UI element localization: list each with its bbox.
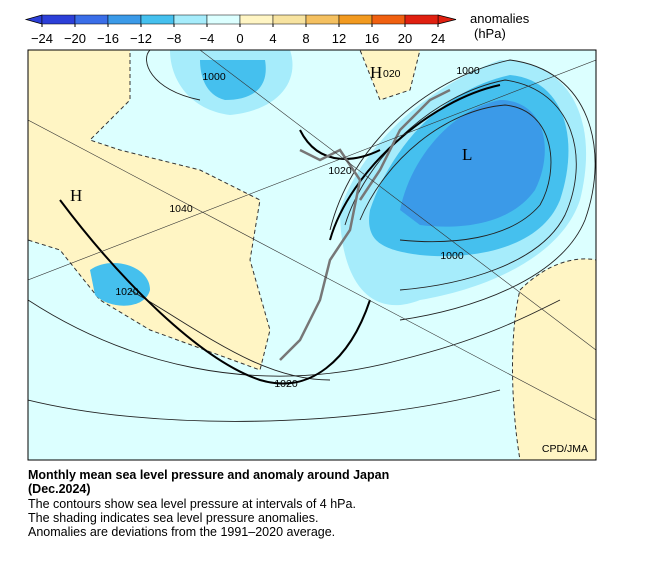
colorbar-arrow (24, 14, 43, 25)
colorbar-tick-label: −16 (97, 31, 119, 46)
credit: CPD/JMA (542, 443, 588, 455)
colorbar-arrow (437, 14, 457, 25)
colorbar: −24 −20 −16 −12 −8 −4 0 4 8 12 16 20 24 (24, 14, 457, 46)
caption: Monthly mean sea level pressure and anom… (28, 468, 389, 539)
caption-line: Anomalies are deviations from the 1991–2… (28, 525, 335, 539)
colorbar-tick-label: −20 (64, 31, 86, 46)
colorbar-bin (173, 14, 208, 25)
colorbar-tick-label: 16 (365, 31, 379, 46)
colorbar-bin (206, 14, 241, 25)
colorbar-tick-label: 8 (302, 31, 309, 46)
colorbar-unit: (hPa) (474, 26, 506, 41)
colorbar-bin (305, 14, 340, 25)
colorbar-tick-label: 12 (332, 31, 346, 46)
colorbar-tick-label: 20 (398, 31, 412, 46)
colorbar-tick-label: −4 (200, 31, 215, 46)
colorbar-tick-label: −12 (130, 31, 152, 46)
high-marker: H (70, 186, 82, 205)
colorbar-label: anomalies (470, 11, 530, 26)
colorbar-bin (404, 14, 439, 25)
colorbar-bin (140, 14, 175, 25)
colorbar-tick-label: 24 (431, 31, 445, 46)
contour-label: 1000 (440, 250, 464, 262)
colorbar-bin (74, 14, 109, 25)
caption-title: (Dec.2024) (28, 482, 91, 496)
colorbar-tick-label: −8 (167, 31, 182, 46)
contour-label: 1000 (202, 71, 226, 83)
caption-line: The contours show sea level pressure at … (28, 497, 356, 511)
low-marker: L (462, 145, 472, 164)
contour-label: 1020 (328, 165, 352, 177)
contour-label: 1020 (115, 286, 139, 298)
colorbar-bin (371, 14, 406, 25)
contour-label: 1020 (274, 378, 298, 390)
high-marker: H (370, 63, 382, 82)
contour-label: 1040 (169, 203, 193, 215)
contour-label: 020 (383, 68, 401, 80)
colorbar-bin (41, 14, 76, 25)
colorbar-bin (107, 14, 142, 25)
caption-line: The shading indicates sea level pressure… (28, 511, 318, 525)
colorbar-bin (239, 14, 274, 25)
colorbar-tick-label: 0 (236, 31, 243, 46)
colorbar-tick-label: −24 (31, 31, 53, 46)
map: 1000 H 020 1000 L 1020 H 1040 1000 1020 … (27, 49, 597, 461)
caption-title: Monthly mean sea level pressure and anom… (28, 468, 389, 482)
colorbar-tick-label: 4 (269, 31, 276, 46)
contour-label: 1000 (456, 65, 480, 77)
colorbar-bin (272, 14, 307, 25)
colorbar-bin (338, 14, 373, 25)
